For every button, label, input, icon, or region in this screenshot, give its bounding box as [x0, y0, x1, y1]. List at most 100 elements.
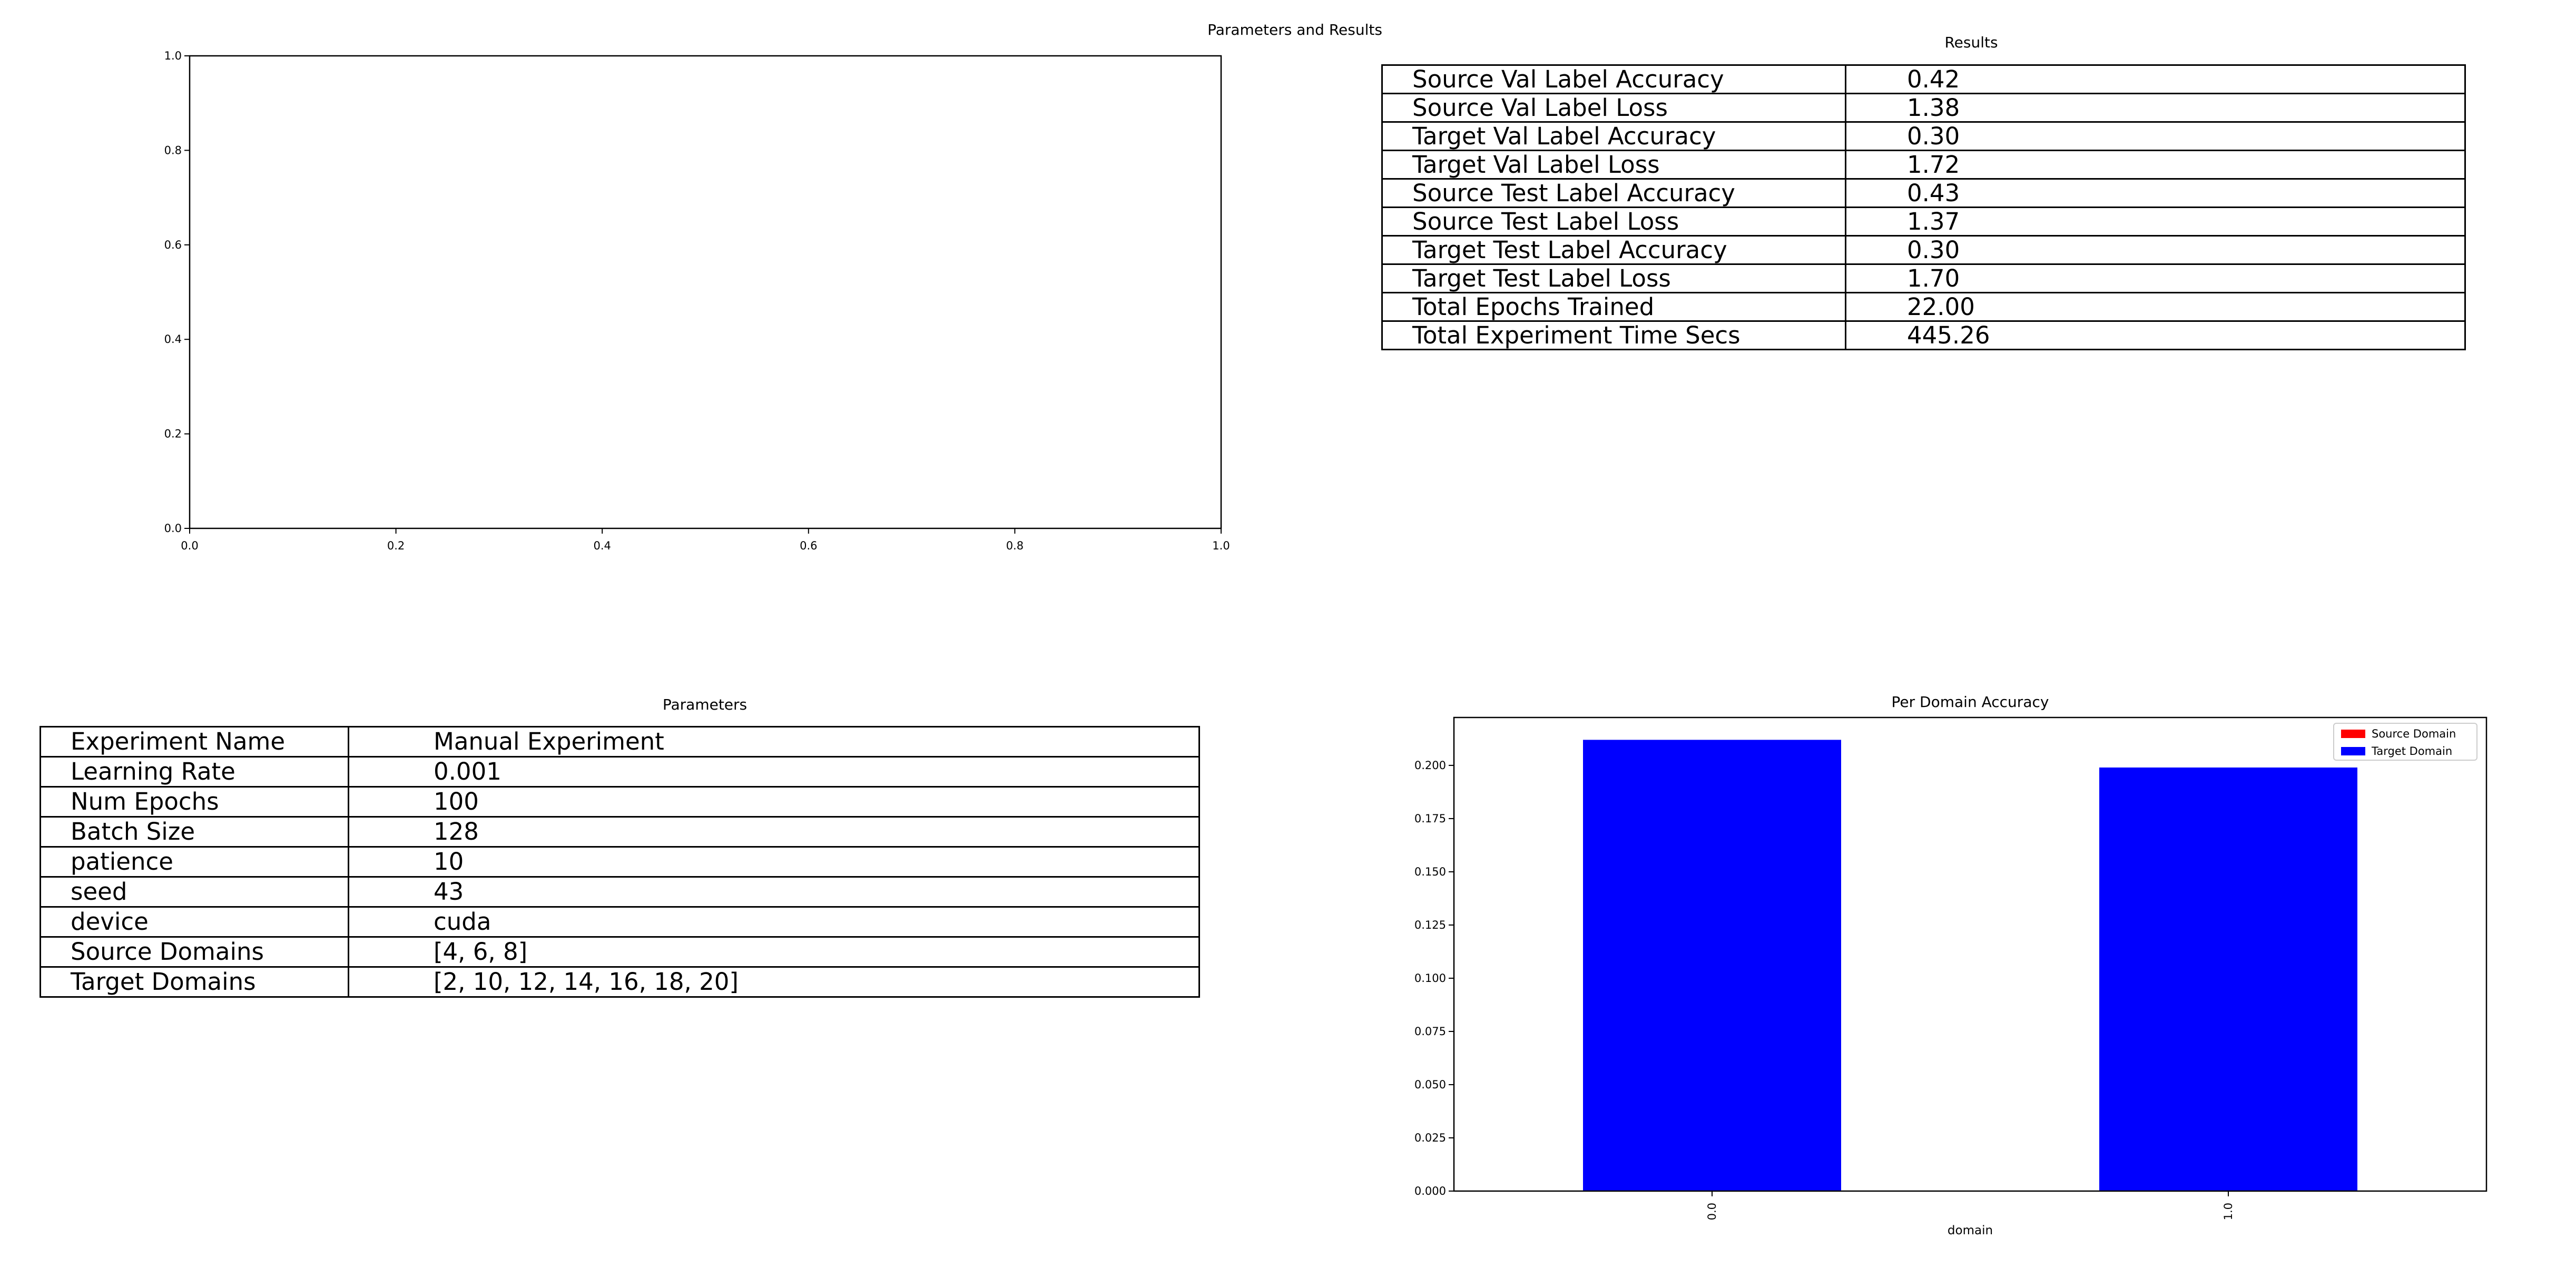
bar-target-domain [1583, 740, 1841, 1191]
parameters-row: Experiment Name Manual Experiment [40, 726, 1200, 758]
results-row: Source Val Label Accuracy 0.42 [1381, 64, 2466, 94]
results-row-value: 22.00 [1845, 292, 2466, 322]
parameters-row-value: 43 [348, 876, 1200, 908]
results-row-label: Target Test Label Accuracy [1381, 235, 1846, 265]
plot-frame [189, 55, 1222, 529]
results-row: Source Test Label Accuracy 0.43 [1381, 178, 2466, 208]
results-row-label: Total Epochs Trained [1381, 292, 1846, 322]
results-row-value: 0.43 [1845, 178, 2466, 208]
y-tick-label: 0.8 [164, 144, 182, 156]
x-tick-label: 1.0 [2222, 1203, 2235, 1220]
parameters-table: Experiment Name Manual Experiment Learning… [40, 726, 1200, 998]
results-row: Target Val Label Accuracy 0.30 [1381, 121, 2466, 151]
results-row-label: Target Val Label Accuracy [1381, 121, 1846, 151]
y-tick-label: 0.150 [1414, 866, 1446, 878]
parameters-row-value: 128 [348, 816, 1200, 848]
results-row: Total Experiment Time Secs 445.26 [1381, 320, 2466, 350]
results-table: Source Val Label Accuracy 0.42 Source Val … [1381, 64, 2466, 350]
results-row-value: 445.26 [1845, 320, 2466, 350]
figure-suptitle: Parameters and Results [1207, 21, 1382, 38]
x-tick-label: 0.6 [800, 539, 817, 552]
parameters-table-title: Parameters [663, 696, 747, 713]
bar-plot-frame [1453, 716, 2487, 1192]
y-tick-label: 1.0 [164, 50, 182, 62]
parameters-row: Learning Rate 0.001 [40, 756, 1200, 788]
results-row: Target Test Label Accuracy 0.30 [1381, 235, 2466, 265]
y-tick-label: 0.200 [1414, 759, 1446, 772]
parameters-row: seed 43 [40, 876, 1200, 908]
results-row-label: Source Test Label Accuracy [1381, 178, 1846, 208]
results-row-value: 1.72 [1845, 150, 2466, 180]
y-tick-label: 0.025 [1414, 1132, 1446, 1144]
legend-box [2333, 723, 2477, 761]
results-row-value: 0.42 [1845, 64, 2466, 94]
results-row: Source Test Label Loss 1.37 [1381, 207, 2466, 237]
per-domain-accuracy-chart: Per Domain Accuracy 0.000 0.025 0.050 0.075 0… [1414, 693, 2487, 1237]
parameters-row: Num Epochs 100 [40, 786, 1200, 818]
results-row-label: Total Experiment Time Secs [1381, 320, 1846, 350]
results-row: Target Val Label Loss 1.72 [1381, 150, 2466, 180]
parameters-row-value: Manual Experiment [348, 726, 1200, 758]
x-tick-label: 0.4 [593, 539, 611, 552]
results-row-value: 1.70 [1845, 263, 2466, 293]
y-tick-label: 0.0 [164, 522, 182, 535]
parameters-row-label: Target Domains [40, 966, 349, 998]
parameters-row-label: Experiment Name [40, 726, 349, 758]
parameters-row: device cuda [40, 906, 1200, 938]
y-tick-label: 0.100 [1414, 972, 1446, 985]
parameters-row: Batch Size 128 [40, 816, 1200, 848]
parameters-row-label: patience [40, 846, 349, 878]
y-tick-label: 0.000 [1414, 1185, 1446, 1197]
results-row-label: Source Val Label Accuracy [1381, 64, 1846, 94]
results-row-value: 0.30 [1845, 121, 2466, 151]
parameters-row-value: 0.001 [348, 756, 1200, 788]
parameters-row-label: Batch Size [40, 816, 349, 848]
x-tick-label: 0.0 [181, 539, 198, 552]
results-row-label: Target Val Label Loss [1381, 150, 1846, 180]
x-tick-label: 0.2 [387, 539, 405, 552]
empty-plot-axes: 0.0 0.2 0.4 0.6 0.8 1.0 0.0 0.2 0.4 0.6 0.8 1.0 [164, 50, 1230, 552]
parameters-row: Source Domains [4, 6, 8] [40, 936, 1200, 968]
legend-swatch [2341, 747, 2365, 755]
y-tick-label: 0.125 [1414, 919, 1446, 931]
legend-label: Target Domain [2371, 745, 2452, 758]
results-row-value: 0.30 [1845, 235, 2466, 265]
results-row: Total Epochs Trained 22.00 [1381, 292, 2466, 322]
legend-label: Source Domain [2372, 727, 2456, 740]
results-row-label: Source Val Label Loss [1381, 93, 1846, 123]
parameters-row-value: 100 [348, 786, 1200, 818]
bar-chart-title: Per Domain Accuracy [1892, 693, 2049, 711]
y-tick-label: 0.175 [1414, 812, 1446, 825]
results-table-title: Results [1944, 34, 1998, 51]
x-tick-label: 0.8 [1006, 539, 1024, 552]
x-tick-label: 1.0 [1212, 539, 1230, 552]
y-tick-label: 0.050 [1414, 1078, 1446, 1091]
legend-swatch [2341, 730, 2365, 738]
y-tick-label: 0.6 [164, 239, 182, 251]
results-row-value: 1.37 [1845, 207, 2466, 237]
y-tick-label: 0.4 [164, 333, 182, 346]
parameters-row-value: cuda [348, 906, 1200, 938]
parameters-row: Target Domains [2, 10, 12, 14, 16, 18, 20… [40, 966, 1200, 998]
parameters-row-label: Num Epochs [40, 786, 349, 818]
results-row-value: 1.38 [1845, 93, 2466, 123]
results-row-label: Target Test Label Loss [1381, 263, 1846, 293]
parameters-row-value: [2, 10, 12, 14, 16, 18, 20] [348, 966, 1200, 998]
results-row: Source Val Label Loss 1.38 [1381, 93, 2466, 123]
y-tick-label: 0.2 [164, 428, 182, 440]
parameters-row-value: [4, 6, 8] [348, 936, 1200, 968]
parameters-row: patience 10 [40, 846, 1200, 878]
parameters-row-label: seed [40, 876, 349, 908]
legend: Source Domain Target Domain [2333, 723, 2477, 761]
x-axis-label: domain [1948, 1224, 1993, 1237]
bar-target-domain [2099, 767, 2357, 1191]
results-row: Target Test Label Loss 1.70 [1381, 263, 2466, 293]
parameters-row-label: device [40, 906, 349, 938]
y-tick-label: 0.075 [1414, 1025, 1446, 1038]
parameters-row-value: 10 [348, 846, 1200, 878]
parameters-row-label: Learning Rate [40, 756, 349, 788]
parameters-row-label: Source Domains [40, 936, 349, 968]
results-row-label: Source Test Label Loss [1381, 207, 1846, 237]
x-tick-label: 0.0 [1706, 1203, 1718, 1220]
